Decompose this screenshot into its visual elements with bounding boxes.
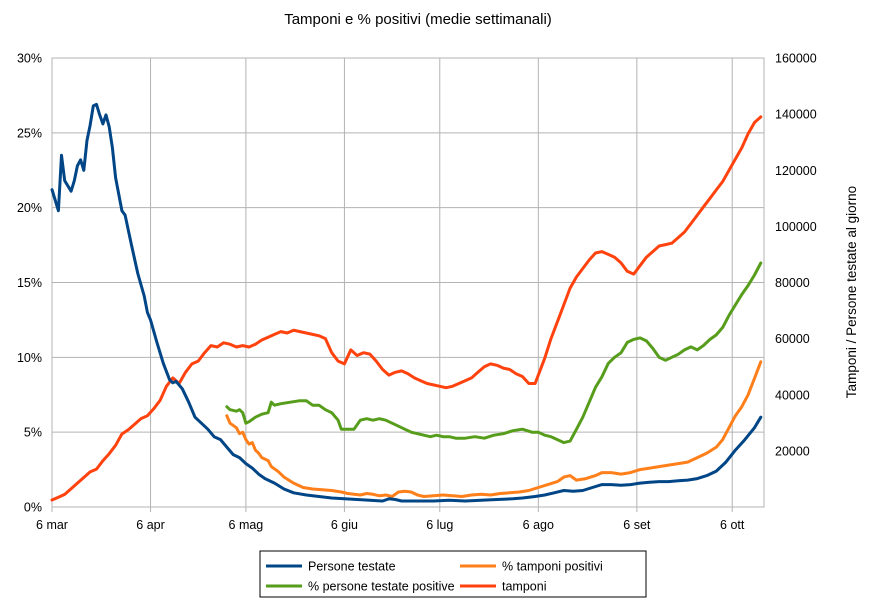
- y-left-tick-label: 10%: [17, 351, 42, 365]
- legend-box: [259, 550, 647, 598]
- y-right-tick-label: 80000: [775, 276, 810, 290]
- y-right-tick-label: 60000: [775, 332, 810, 346]
- y-right-tick-label: 40000: [775, 388, 810, 402]
- y-left-tick-label: 20%: [17, 201, 42, 215]
- y-left-tick-label: 25%: [17, 126, 42, 140]
- x-tick-label: 6 giu: [331, 518, 358, 532]
- y-right-tick-label: 100000: [775, 220, 817, 234]
- y-right-tick-label: 120000: [775, 164, 817, 178]
- legend-label: tamponi: [502, 580, 546, 594]
- legend-label: % persone testate positive: [308, 580, 455, 594]
- y-left-tick-label: 15%: [17, 276, 42, 290]
- y-left-tick-label: 0%: [24, 501, 42, 515]
- y-axis-label-right: Tamponi / Persone testate al giorno: [844, 186, 859, 398]
- plot-frame: [51, 57, 765, 508]
- chart-title: Tamponi e % positivi (medie settimanali): [284, 11, 552, 28]
- grid: [51, 57, 765, 512]
- series-line-persone-testate-positive: [225, 261, 763, 445]
- series-line-persone-testate: [50, 102, 763, 503]
- x-tick-label: 6 lug: [426, 518, 453, 532]
- x-tick-label: 6 mar: [36, 518, 68, 532]
- y-right-tick-label: 140000: [775, 108, 817, 122]
- tick-labels: 0% 5% 10% 15% 20% 25% 30% 20000 40000 60000 80000 1…: [17, 52, 817, 533]
- y-left-tick-label: 5%: [24, 426, 42, 440]
- legend: Persone testate % tamponi positivi % perso…: [259, 550, 647, 598]
- x-tick-label: 6 ago: [523, 518, 554, 532]
- y-right-tick-label: 20000: [775, 444, 810, 458]
- x-tick-label: 6 ott: [720, 518, 745, 532]
- x-tick-label: 6 mag: [229, 518, 264, 532]
- series-group: [50, 102, 763, 503]
- series-line-tamponi-positivi: [225, 360, 763, 498]
- legend-label: % tamponi positivi: [502, 560, 603, 574]
- series-line-tamponi: [50, 115, 763, 502]
- y-right-tick-label: 160000: [775, 52, 817, 66]
- legend-label: Persone testate: [308, 560, 396, 574]
- y-left-tick-label: 30%: [17, 52, 42, 66]
- x-tick-label: 6 set: [623, 518, 651, 532]
- x-tick-label: 6 apr: [136, 518, 165, 532]
